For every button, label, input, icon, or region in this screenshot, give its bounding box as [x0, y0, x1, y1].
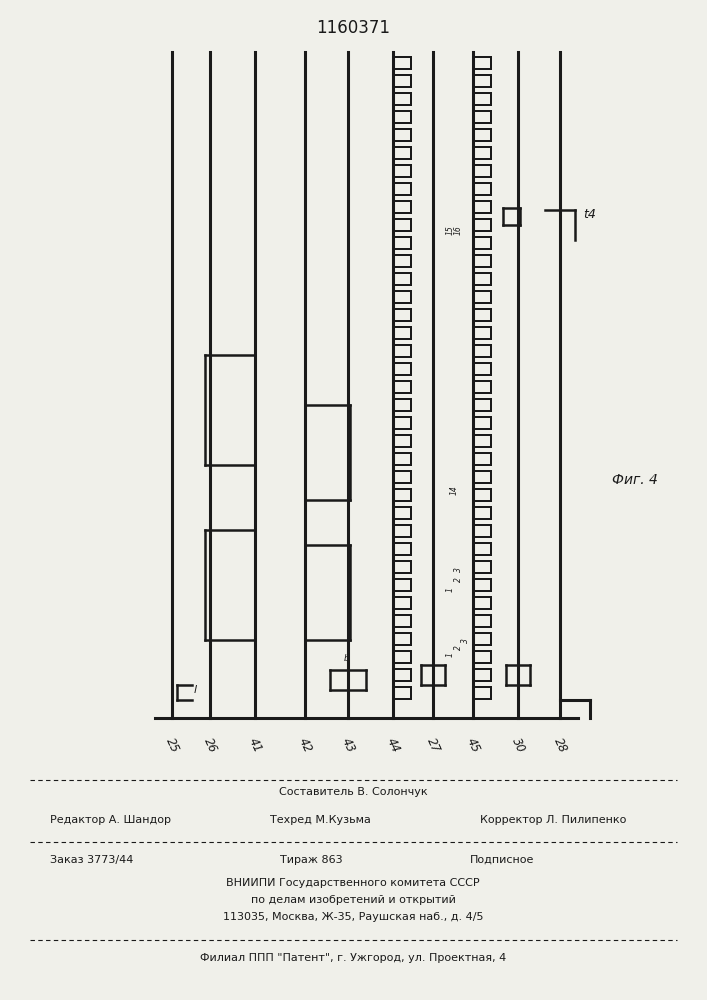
Text: 27: 27 [424, 736, 442, 755]
Text: 26: 26 [201, 736, 219, 755]
Text: Заказ 3773/44: Заказ 3773/44 [50, 855, 134, 865]
Text: Корректор Л. Пилипенко: Корректор Л. Пилипенко [480, 815, 626, 825]
Text: Техред М.Кузьма: Техред М.Кузьма [270, 815, 371, 825]
Text: 44: 44 [384, 736, 402, 755]
Text: l: l [194, 685, 197, 695]
Text: 45: 45 [464, 736, 482, 755]
Text: 30: 30 [509, 736, 527, 755]
Text: Подписное: Подписное [470, 855, 534, 865]
Text: 2: 2 [454, 578, 463, 582]
Text: 41: 41 [246, 736, 264, 755]
Text: 2: 2 [454, 646, 463, 650]
Text: 28: 28 [551, 736, 569, 755]
Text: 42: 42 [296, 736, 314, 755]
Text: 1160371: 1160371 [316, 19, 390, 37]
Text: 14: 14 [450, 485, 459, 495]
Text: 25: 25 [163, 736, 181, 755]
Text: Редактор А. Шандор: Редактор А. Шандор [50, 815, 171, 825]
Text: Филиал ППП "Патент", г. Ужгород, ул. Проектная, 4: Филиал ППП "Патент", г. Ужгород, ул. Про… [200, 953, 506, 963]
Text: 15: 15 [446, 225, 455, 235]
Text: t4: t4 [583, 209, 596, 222]
Text: 16: 16 [454, 225, 463, 235]
Text: Фиг. 4: Фиг. 4 [612, 473, 658, 487]
Text: 1: 1 [446, 653, 455, 657]
Text: 113035, Москва, Ж-35, Раушская наб., д. 4/5: 113035, Москва, Ж-35, Раушская наб., д. … [223, 912, 484, 922]
Text: 3: 3 [461, 639, 470, 643]
Text: 1: 1 [446, 588, 455, 592]
Text: Составитель В. Солончук: Составитель В. Солончук [279, 787, 427, 797]
Text: ВНИИПИ Государственного комитета СССР: ВНИИПИ Государственного комитета СССР [226, 878, 480, 888]
Text: по делам изобретений и открытий: по делам изобретений и открытий [250, 895, 455, 905]
Text: Тираж 863: Тираж 863 [280, 855, 343, 865]
Text: 3: 3 [454, 568, 463, 572]
Text: b: b [344, 654, 349, 663]
Text: 43: 43 [339, 736, 357, 755]
